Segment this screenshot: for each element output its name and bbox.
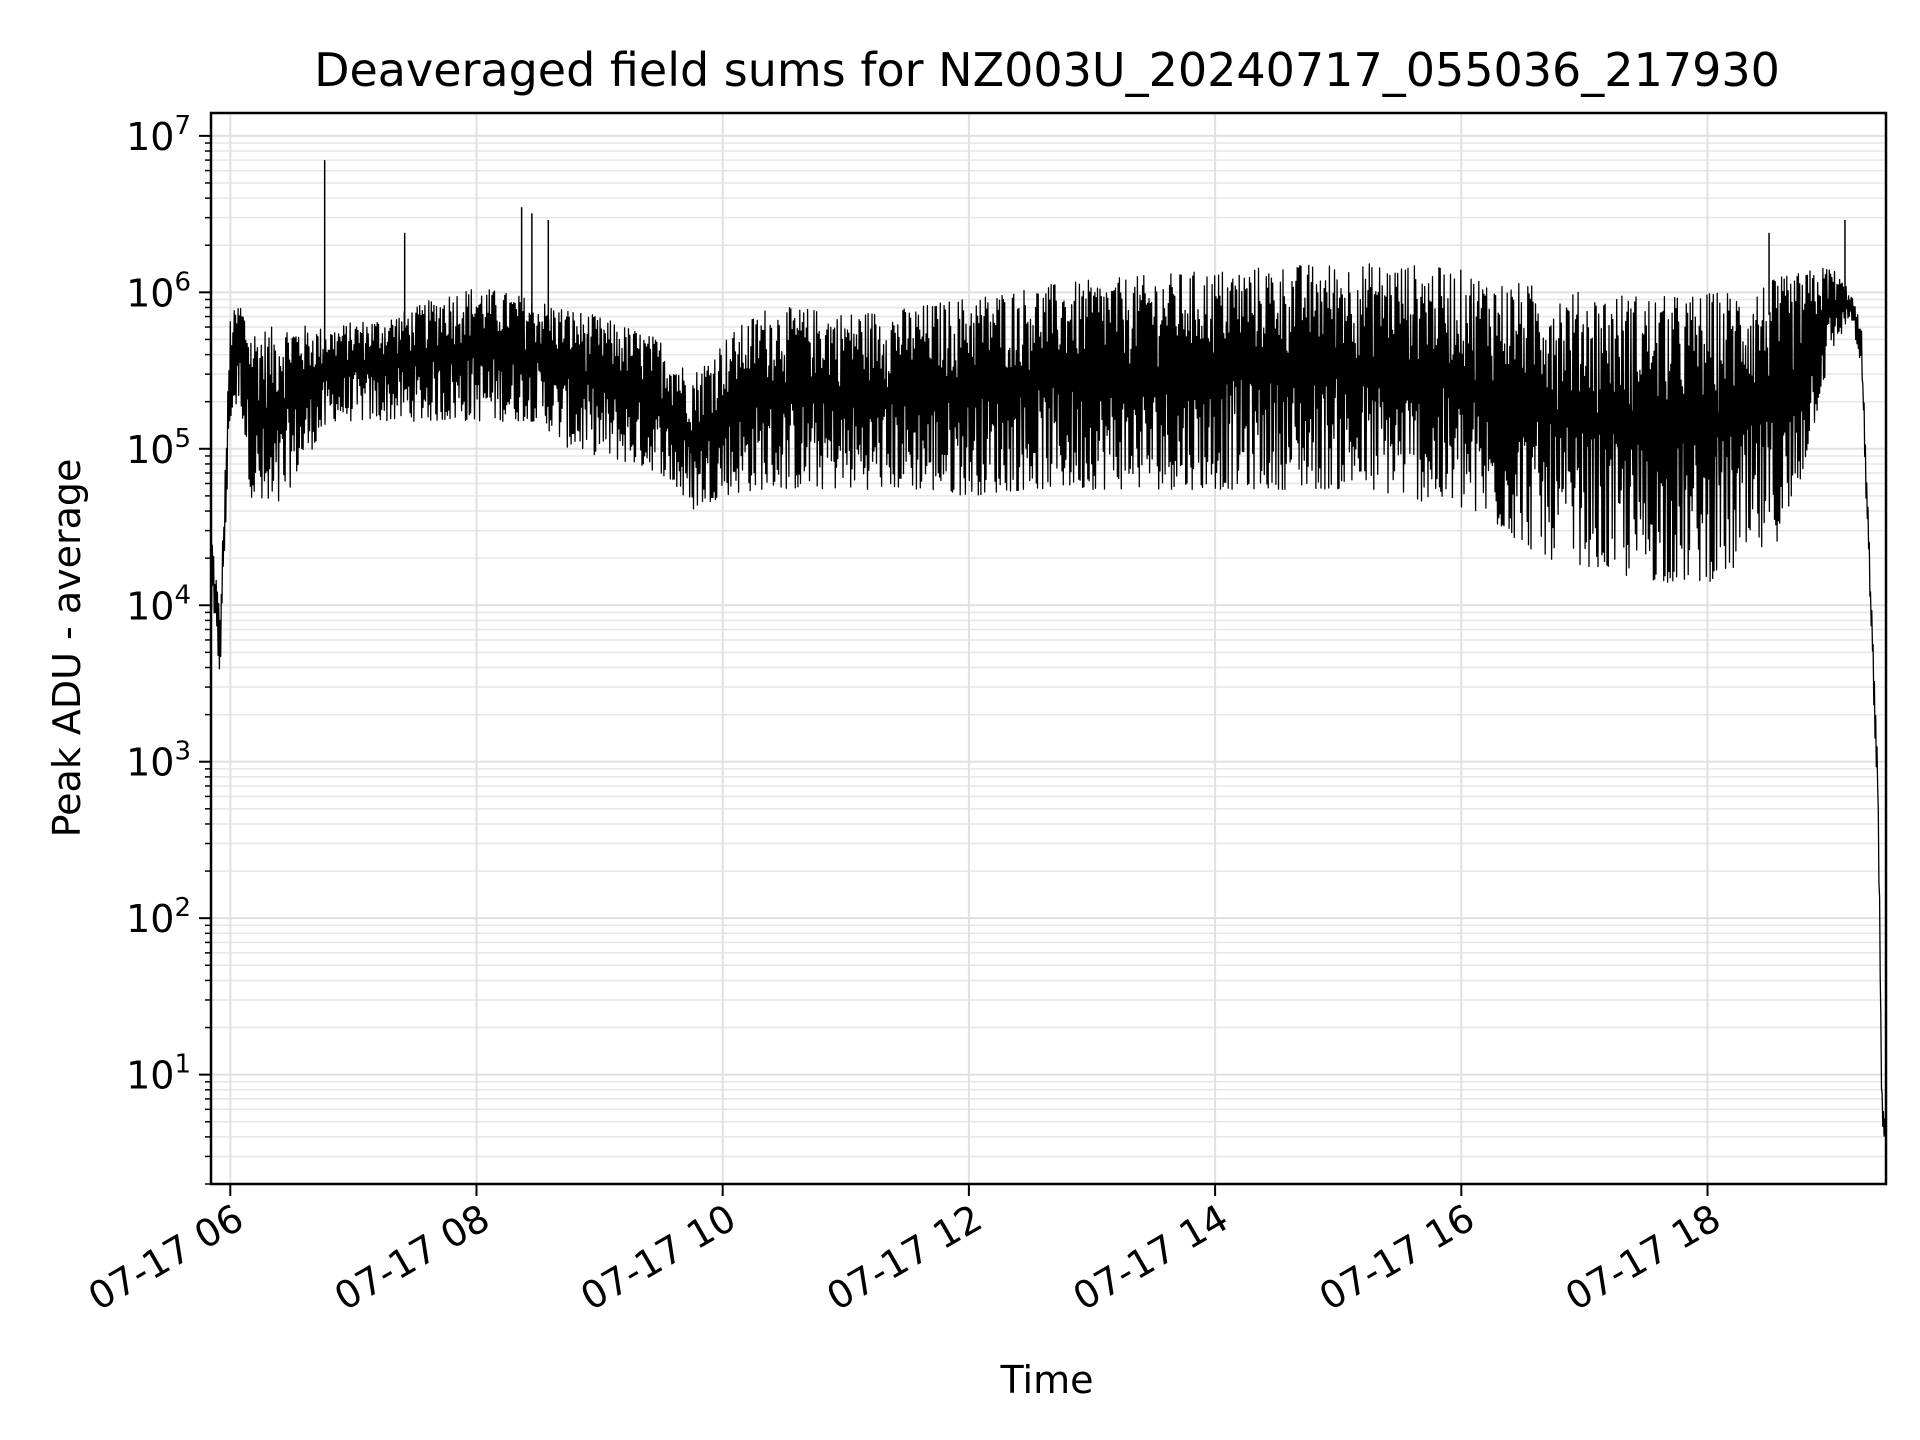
chart-title: Deaveraged field sums for NZ003U_2024071… (314, 43, 1780, 97)
x-axis-label: Time (1000, 1358, 1094, 1402)
y-axis-label: Peak ADU - average (45, 459, 89, 838)
